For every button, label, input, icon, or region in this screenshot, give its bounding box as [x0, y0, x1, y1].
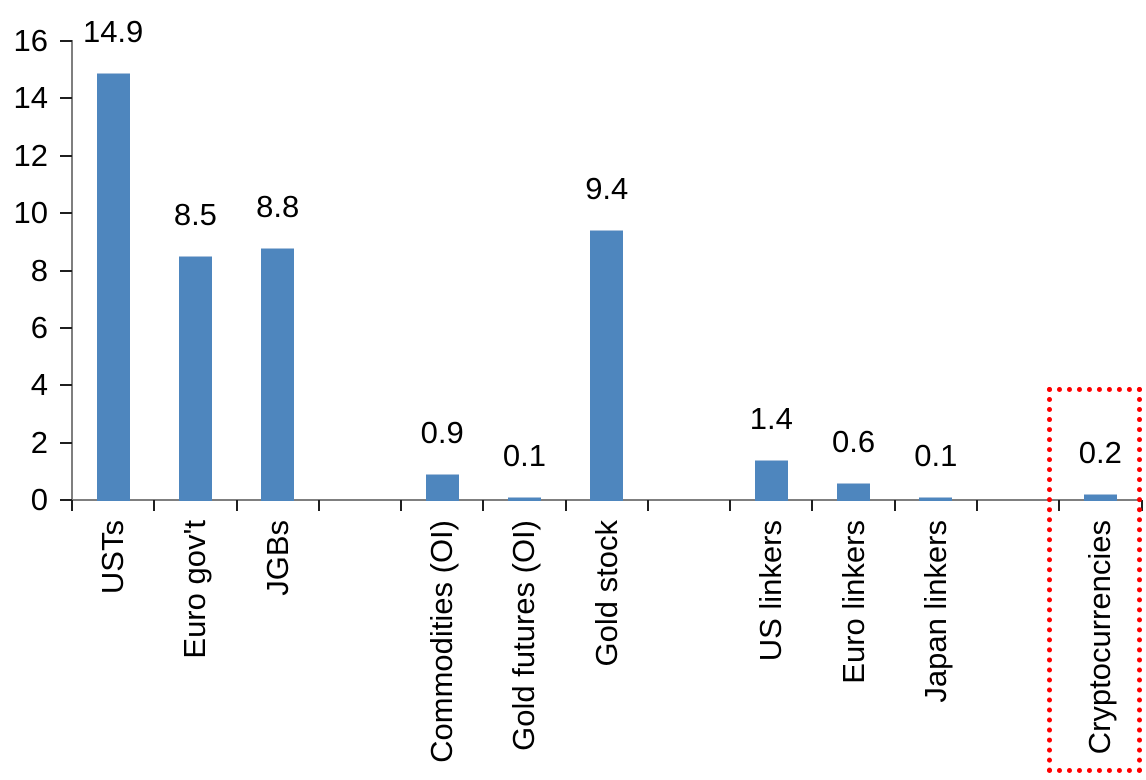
x-label-jgbs: JGBs: [259, 520, 295, 596]
x-axis-tick: [729, 500, 732, 511]
x-label-japan-linkers: Japan linkers: [917, 520, 953, 703]
y-axis-tick: [60, 154, 72, 157]
bar-jgbs: [261, 247, 295, 501]
x-axis-tick: [1058, 500, 1061, 511]
x-axis-tick: [400, 500, 403, 511]
x-label-euro-linkers: Euro linkers: [835, 520, 871, 684]
y-tick-label-0: 0: [30, 482, 48, 517]
x-label-euro-gov-t: Euro gov't: [177, 520, 213, 659]
y-axis-tick: [60, 326, 72, 329]
value-label-jgbs: 8.8: [256, 188, 300, 224]
highlight-box-cryptocurrencies: [1047, 387, 1143, 773]
y-axis-tick: [60, 269, 72, 272]
value-label-us-linkers: 1.4: [749, 400, 793, 436]
y-axis-tick: [60, 40, 72, 42]
bar-gold-stock: [590, 230, 624, 501]
x-axis-tick: [646, 500, 649, 511]
bar-euro-linkers: [837, 482, 871, 501]
x-axis-tick: [235, 500, 238, 511]
y-tick-label-14: 14: [13, 80, 48, 116]
x-axis-tick: [564, 500, 567, 511]
bar-gold-futures-oi: [507, 497, 541, 501]
x-axis-tick: [317, 500, 320, 511]
y-tick-label-12: 12: [13, 137, 48, 173]
value-label-gold-stock: 9.4: [585, 171, 629, 207]
value-label-commodities-oi: 0.9: [420, 415, 464, 451]
value-label-cryptocurrencies: 0.2: [1078, 435, 1122, 471]
value-label-euro-gov-t: 8.5: [173, 197, 217, 233]
bar-us-linkers: [754, 459, 788, 501]
y-axis-tick: [60, 441, 72, 444]
y-axis-tick: [60, 97, 72, 100]
x-label-gold-stock: Gold stock: [588, 520, 624, 667]
x-label-us-linkers: US linkers: [753, 520, 789, 662]
y-axis-tick: [60, 499, 72, 501]
value-label-japan-linkers: 0.1: [914, 438, 958, 474]
bar-japan-linkers: [919, 497, 953, 501]
bar-commodities-oi: [425, 474, 459, 501]
x-axis-tick: [893, 500, 896, 511]
x-axis-tick: [153, 500, 156, 511]
y-tick-label-16: 16: [13, 23, 48, 58]
bar-cryptocurrencies: [1083, 494, 1117, 501]
y-tick-label-8: 8: [30, 252, 48, 288]
y-axis-line: [71, 40, 73, 511]
x-label-gold-futures-oi: Gold futures (OI): [506, 520, 542, 751]
y-tick-label-6: 6: [30, 309, 48, 345]
y-axis-tick: [60, 212, 72, 215]
y-axis-tick: [60, 384, 72, 387]
value-label-usts: 14.9: [82, 13, 144, 49]
y-tick-label-4: 4: [30, 367, 48, 403]
bar-euro-gov-t: [178, 256, 212, 501]
y-tick-label-10: 10: [13, 195, 48, 231]
value-label-euro-linkers: 0.6: [831, 423, 876, 459]
x-label-usts: USTs: [95, 520, 131, 595]
y-tick-label-2: 2: [30, 424, 48, 460]
x-axis-tick: [811, 500, 814, 511]
x-label-commodities-oi: Commodities (OI): [424, 520, 460, 763]
x-axis-tick: [975, 500, 978, 511]
x-axis-tick: [482, 500, 485, 511]
bar-usts: [96, 72, 130, 501]
value-label-gold-futures-oi: 0.1: [502, 438, 547, 474]
x-axis-tick: [71, 500, 73, 511]
